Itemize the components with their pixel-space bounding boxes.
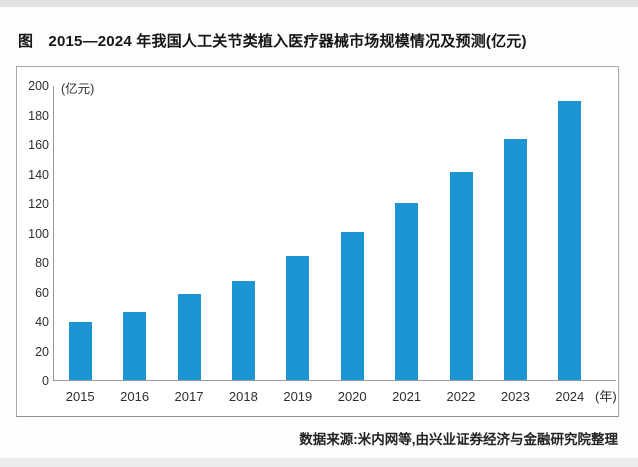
y-tick-label-20: 20	[35, 344, 49, 359]
x-tick-label-2021: 2021	[392, 389, 422, 404]
y-tick-label-160: 160	[28, 138, 49, 152]
y-tick-label-120: 120	[28, 197, 49, 211]
x-tick-label-2018: 2018	[228, 389, 258, 404]
x-axis-unit-label: (年)	[595, 389, 617, 404]
bar-2018	[231, 280, 255, 381]
bar-2022	[449, 171, 473, 381]
x-axis-tick-labels: 2015 2016 2017 2018 2019 2020 2021 2022 2023 2024	[53, 388, 597, 406]
x-axis-line	[53, 380, 616, 381]
x-tick-label-2023: 2023	[500, 389, 530, 404]
y-tick-label-0: 0	[42, 374, 49, 388]
y-axis-unit-label: (亿元)	[61, 82, 95, 96]
chart-panel: (亿元) 0 20 40 60 80 100 120 140 160 180 200 2015 201…	[16, 66, 619, 417]
y-tick-label-80: 80	[35, 256, 49, 270]
y-tick-label-100: 100	[28, 226, 49, 241]
data-source-note: 数据来源:米内网等,由兴业证券经济与金融研究院整理	[299, 432, 618, 447]
bar-2024	[558, 100, 582, 381]
plot-area	[53, 86, 597, 381]
y-tick-label-140: 140	[28, 167, 49, 182]
x-tick-label-2017: 2017	[174, 389, 204, 404]
figure-title: 图 2015—2024 年我国人工关节类植入医疗器械市场规模情况及预测(亿元)	[18, 33, 527, 50]
bar-2023	[503, 139, 527, 381]
x-tick-label-2019: 2019	[283, 389, 313, 404]
y-tick-label-180: 180	[28, 108, 49, 123]
x-tick-label-2016: 2016	[120, 389, 150, 404]
bar-2017	[177, 293, 201, 381]
x-tick-label-2015: 2015	[65, 389, 95, 404]
y-tick-label-40: 40	[35, 315, 49, 329]
bar-2019	[286, 255, 310, 381]
y-tick-label-60: 60	[35, 285, 49, 300]
top-edge-strip	[0, 0, 638, 7]
bar-2021	[395, 202, 419, 381]
bar-2020	[340, 232, 364, 381]
bar-2016	[123, 311, 147, 381]
y-axis-line	[53, 86, 54, 381]
y-axis-tick-labels: 0 20 40 60 80 100 120 140 160 180 200	[17, 67, 49, 416]
x-tick-label-2020: 2020	[337, 389, 367, 404]
x-tick-label-2022: 2022	[446, 389, 476, 404]
x-tick-label-2024: 2024	[555, 389, 585, 404]
bar-2015	[68, 322, 92, 381]
y-tick-label-200: 200	[28, 79, 49, 93]
bottom-edge-strip	[0, 458, 638, 467]
